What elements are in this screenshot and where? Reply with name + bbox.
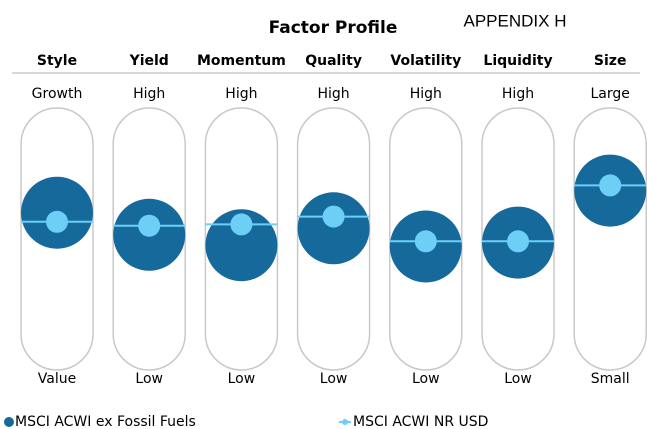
factor-header: Size [594,53,627,69]
fund-circle [297,192,370,265]
factor-header: Yield [129,53,169,69]
high-label: High [318,86,350,102]
factor-header: Style [37,53,77,69]
low-label: Small [591,371,630,387]
factor-header: Volatility [390,53,461,69]
benchmark-dot [46,210,68,233]
chart-subtitle: APPENDIX H [464,11,567,30]
low-label: Low [504,371,532,387]
legend-marker [342,419,348,425]
high-label: Growth [32,86,83,102]
low-label: Low [412,371,440,387]
low-label: Value [38,371,76,387]
benchmark-dot [414,230,437,253]
high-label: Large [591,86,630,102]
benchmark-dot [230,213,253,236]
high-label: High [502,86,534,102]
benchmark-dot [599,174,622,197]
low-label: Low [228,371,256,387]
benchmark-dot [322,205,345,228]
legend-label: MSCI ACWI NR USD [353,414,488,429]
legend-label: MSCI ACWI ex Fossil Fuels [15,414,196,429]
benchmark-dot [138,214,161,237]
capsule [573,107,647,371]
factor-header: Quality [305,53,362,69]
legend-marker [4,417,14,427]
low-label: Low [320,371,348,387]
low-label: Low [135,371,163,387]
benchmark-dot [507,230,529,253]
fund-circle [205,209,278,282]
high-label: High [133,86,165,102]
high-label: High [225,86,257,102]
factor-header: Liquidity [483,53,552,69]
factor-header: Momentum [197,53,286,69]
high-label: High [410,86,442,102]
chart-title: Factor Profile [269,18,398,38]
